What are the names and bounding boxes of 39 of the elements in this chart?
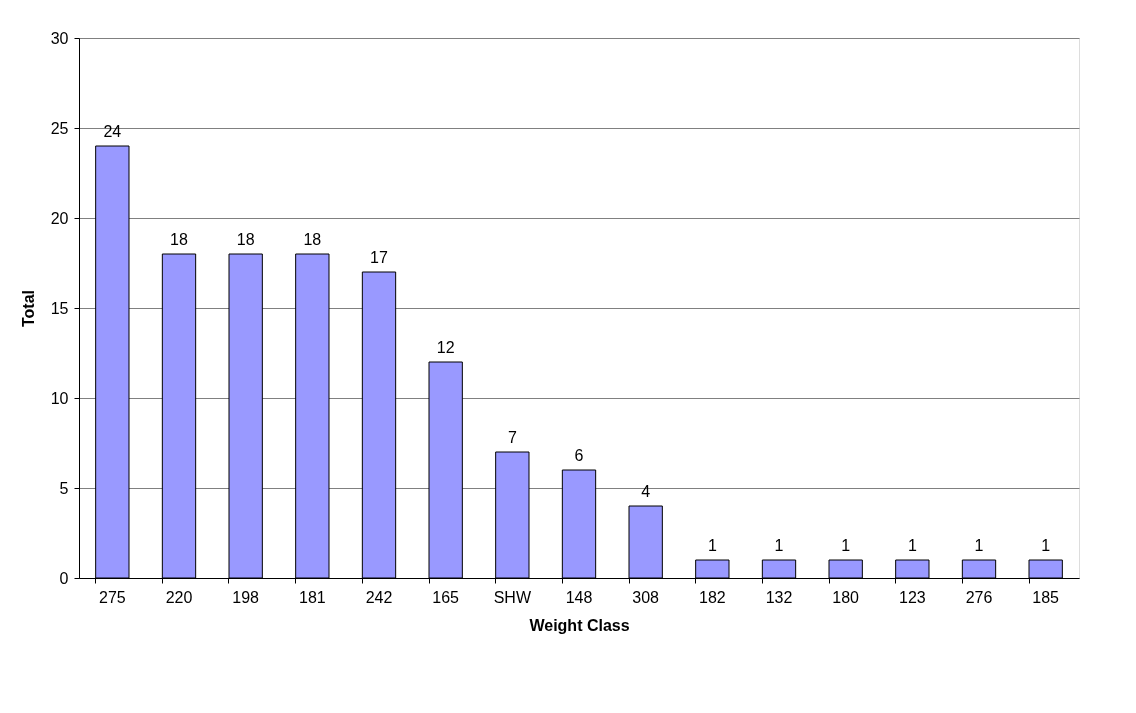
x-tick-label: 132 [765, 588, 793, 606]
x-axis-title: Weight Class [529, 616, 630, 634]
y-tick-label: 0 [59, 569, 69, 587]
y-tick-label: 10 [50, 389, 69, 407]
x-tick-label: 275 [98, 588, 126, 606]
data-label: 1 [974, 537, 984, 554]
x-tick-label: 148 [565, 588, 593, 606]
x-tick-label: 220 [165, 588, 193, 606]
data-label: 1 [774, 537, 784, 554]
x-tick-label: 182 [698, 588, 726, 606]
data-label: 6 [574, 447, 584, 464]
x-tick-label: 165 [432, 588, 460, 606]
data-label: 18 [303, 231, 322, 248]
data-label: 7 [507, 429, 517, 446]
x-tick-label: 123 [898, 588, 926, 606]
x-tick-label: 198 [232, 588, 260, 606]
x-tick-label: 180 [832, 588, 860, 606]
x-tick-label: 185 [1032, 588, 1060, 606]
data-label: 1 [1041, 537, 1051, 554]
y-tick-label: 15 [50, 299, 69, 317]
data-label: 18 [170, 231, 188, 248]
data-label: 18 [236, 231, 255, 248]
x-tick-label: 276 [965, 588, 993, 606]
x-tick-label: SHW [493, 588, 532, 606]
y-tick-label: 5 [59, 479, 69, 497]
y-axis-title: Total [19, 289, 37, 328]
y-tick-label: 30 [50, 29, 69, 47]
y-tick-label: 25 [50, 119, 69, 137]
data-label: 4 [641, 483, 651, 500]
data-label: 1 [841, 537, 851, 554]
data-label: 24 [103, 123, 122, 140]
data-label: 1 [707, 537, 717, 554]
data-label: 17 [370, 249, 388, 266]
data-label: 12 [436, 339, 455, 356]
x-tick-label: 181 [298, 588, 326, 606]
y-tick-label: 20 [50, 209, 69, 227]
x-tick-label: 308 [632, 588, 660, 606]
x-tick-label: 242 [365, 588, 393, 606]
data-label: 1 [907, 537, 917, 554]
